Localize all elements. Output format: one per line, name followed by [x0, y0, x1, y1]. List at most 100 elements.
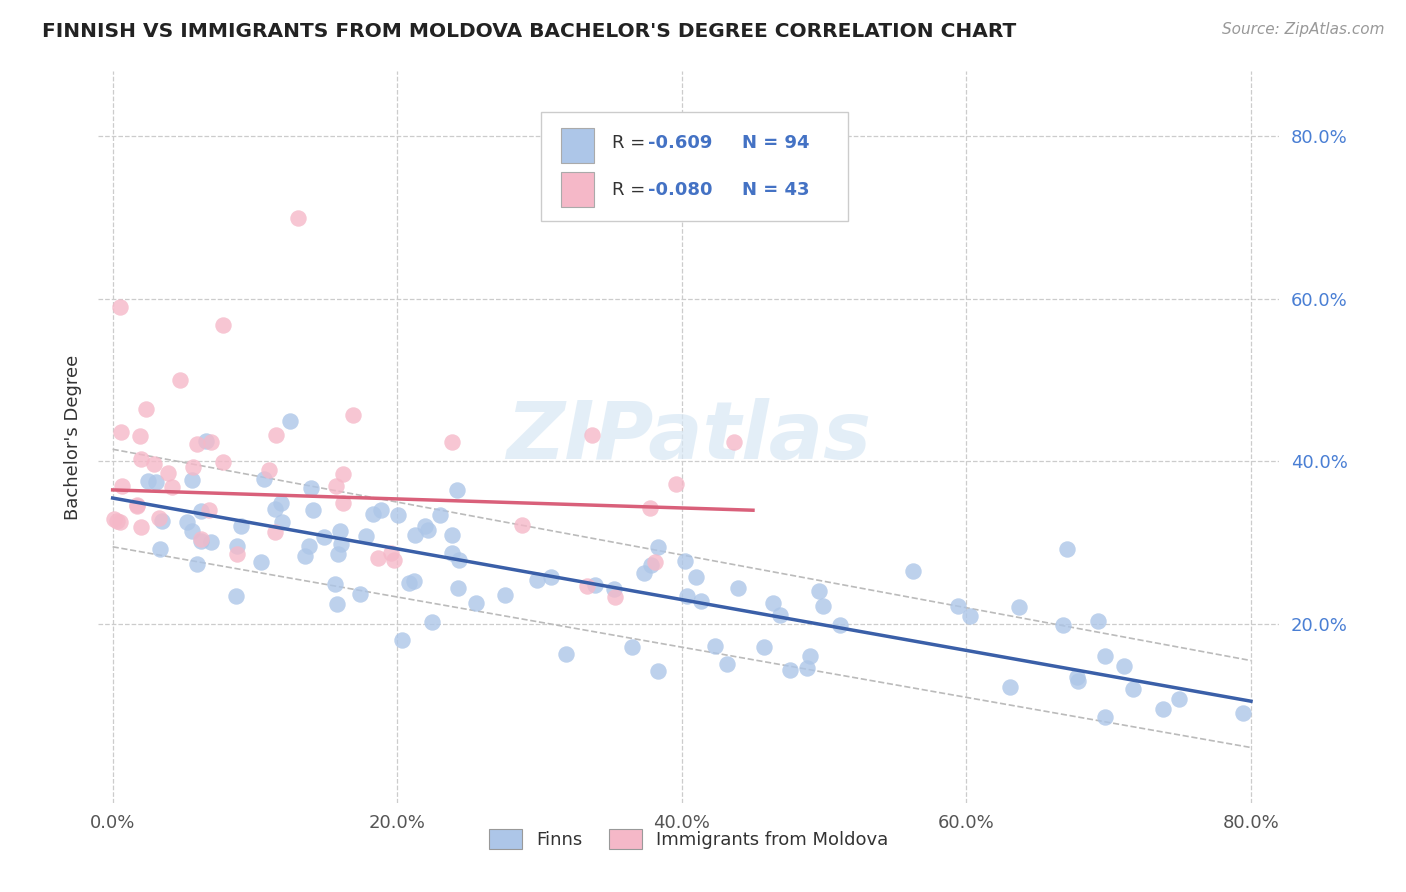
Point: [329, 524, 352, 538]
Point: [603, 582, 626, 596]
Point: [200, 534, 222, 549]
Point: [673, 554, 696, 568]
Point: [323, 577, 346, 591]
Point: [271, 516, 294, 530]
Point: [647, 664, 669, 678]
Point: [685, 569, 707, 583]
Point: [440, 528, 463, 542]
Point: [796, 661, 818, 675]
Point: [314, 530, 336, 544]
Point: [1052, 617, 1074, 632]
Point: [169, 373, 191, 387]
Point: [1067, 673, 1090, 688]
Point: [526, 573, 548, 587]
Point: [404, 528, 426, 542]
Point: [325, 479, 347, 493]
Point: [129, 429, 152, 443]
Point: [253, 472, 276, 486]
Point: [135, 402, 157, 417]
FancyBboxPatch shape: [561, 171, 595, 207]
Point: [149, 542, 172, 557]
Text: R =: R =: [612, 181, 651, 199]
Text: FINNISH VS IMMIGRANTS FROM MOLDOVA BACHELOR'S DEGREE CORRELATION CHART: FINNISH VS IMMIGRANTS FROM MOLDOVA BACHE…: [42, 22, 1017, 41]
Point: [811, 599, 834, 614]
Point: [108, 300, 131, 314]
Point: [287, 211, 309, 225]
Point: [555, 648, 578, 662]
Point: [136, 474, 159, 488]
Point: [142, 457, 165, 471]
Text: ZIPatlas: ZIPatlas: [506, 398, 872, 476]
Point: [1094, 710, 1116, 724]
Point: [186, 557, 208, 571]
Point: [716, 657, 738, 671]
Point: [326, 547, 349, 561]
Point: [332, 467, 354, 481]
Point: [779, 663, 801, 677]
Point: [418, 523, 440, 537]
Point: [495, 588, 517, 602]
Text: -0.080: -0.080: [648, 181, 711, 199]
Point: [761, 596, 783, 610]
Point: [1008, 600, 1031, 615]
Point: [200, 434, 222, 449]
Point: [1066, 670, 1088, 684]
Point: [190, 533, 212, 548]
Legend: Finns, Immigrants from Moldova: Finns, Immigrants from Moldova: [482, 822, 896, 856]
Point: [1152, 702, 1174, 716]
Point: [370, 503, 392, 517]
Point: [446, 483, 468, 497]
Point: [108, 515, 131, 529]
Point: [1232, 706, 1254, 721]
Point: [198, 503, 221, 517]
Point: [129, 519, 152, 533]
Point: [676, 589, 699, 603]
Point: [110, 425, 132, 440]
Point: [263, 502, 285, 516]
Point: [111, 478, 134, 492]
Point: [212, 318, 235, 332]
Point: [105, 514, 128, 528]
Point: [465, 596, 488, 610]
Point: [148, 510, 170, 524]
Text: Source: ZipAtlas.com: Source: ZipAtlas.com: [1222, 22, 1385, 37]
Point: [1094, 648, 1116, 663]
Point: [723, 434, 745, 449]
Point: [226, 547, 249, 561]
FancyBboxPatch shape: [561, 128, 595, 163]
Point: [195, 434, 218, 448]
Point: [1114, 659, 1136, 673]
Point: [342, 408, 364, 422]
Point: [429, 508, 451, 522]
Point: [361, 507, 384, 521]
Text: N = 94: N = 94: [742, 134, 810, 152]
Point: [690, 594, 713, 608]
Point: [257, 463, 280, 477]
Point: [382, 553, 405, 567]
Point: [391, 633, 413, 648]
Point: [162, 480, 184, 494]
Point: [250, 555, 273, 569]
Point: [575, 580, 598, 594]
Point: [447, 553, 470, 567]
Point: [638, 501, 661, 516]
Point: [294, 549, 316, 564]
Point: [440, 434, 463, 449]
Point: [280, 414, 302, 428]
Point: [330, 537, 353, 551]
Point: [356, 529, 378, 543]
Point: [605, 590, 627, 604]
Point: [581, 428, 603, 442]
Point: [830, 618, 852, 632]
Text: R =: R =: [612, 134, 651, 152]
Point: [225, 539, 247, 553]
Point: [704, 639, 727, 653]
Point: [640, 558, 662, 573]
Point: [727, 581, 749, 595]
Point: [298, 539, 321, 553]
Point: [190, 504, 212, 518]
Point: [145, 475, 167, 490]
Point: [266, 428, 288, 442]
Point: [807, 583, 830, 598]
Point: [103, 512, 125, 526]
